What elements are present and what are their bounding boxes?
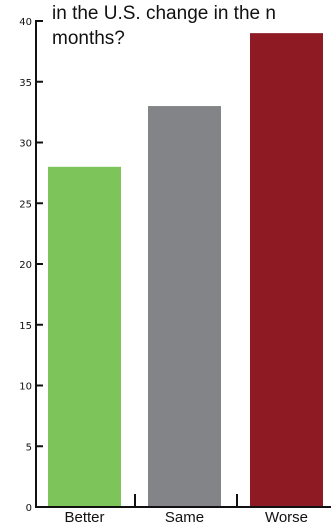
y-tick-label-30: 30	[19, 139, 32, 150]
x-tick-label-same: Same	[165, 509, 204, 525]
y-tick-label-20: 20	[19, 260, 32, 271]
bar-worse	[250, 33, 323, 508]
bar-same	[148, 106, 221, 508]
y-axis: 0 5 10 15 20 25 30 35 40	[19, 17, 43, 514]
chart-title-line-1: in the U.S. change in the n	[52, 3, 276, 24]
y-tick-label-15: 15	[19, 321, 32, 332]
chart-title: in the U.S. change in the n months?	[52, 3, 276, 49]
y-tick-label-25: 25	[19, 199, 32, 210]
bar-better	[48, 166, 121, 508]
chart-title-line-2: months?	[52, 28, 125, 49]
x-tick-label-better: Better	[64, 509, 104, 525]
y-tick-label-5: 5	[26, 442, 32, 453]
x-axis: Better Same Worse	[35, 494, 331, 525]
y-tick-label-35: 35	[19, 78, 32, 89]
y-tick-label-0: 0	[26, 503, 32, 514]
y-tick-label-40: 40	[19, 17, 32, 28]
bars	[48, 33, 323, 508]
x-tick-label-worse: Worse	[265, 509, 308, 525]
y-tick-label-10: 10	[19, 382, 32, 393]
